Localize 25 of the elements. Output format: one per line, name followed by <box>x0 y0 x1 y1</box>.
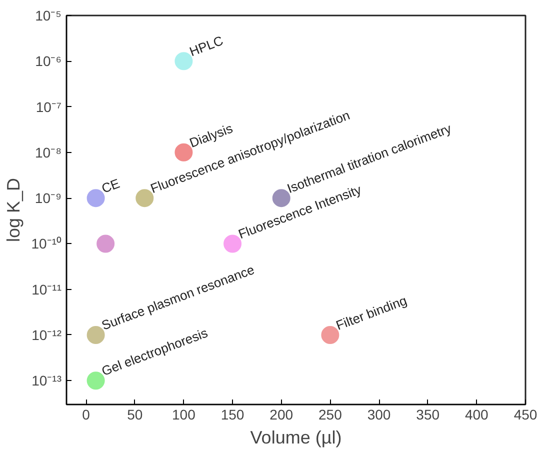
x-tick-label: 100 <box>172 406 196 422</box>
x-tick-label: 400 <box>464 406 489 422</box>
y-tick-label: 10⁻⁵ <box>35 8 62 24</box>
annotation: CE <box>100 176 122 196</box>
y-tick-label: 10⁻⁶ <box>35 53 62 70</box>
x-tick-label: 350 <box>416 406 440 422</box>
x-tick-label: 450 <box>514 406 538 422</box>
x-tick-label: 50 <box>127 406 143 422</box>
y-tick-label: 10⁻⁷ <box>36 98 62 115</box>
y-axis-title: log K_D <box>3 178 24 242</box>
annotation: HPLC <box>187 32 226 60</box>
x-tick-label: 300 <box>367 406 391 422</box>
y-tick-label: 10⁻⁹ <box>34 190 62 206</box>
y-tick-label: 10⁻¹¹ <box>32 281 62 298</box>
x-tick-label: 200 <box>270 406 294 422</box>
x-tick-label: 250 <box>318 406 342 422</box>
y-tick-label: 10⁻⁸ <box>35 144 62 160</box>
x-axis-title: Volume (µl) <box>250 428 342 448</box>
annotation: Filter binding <box>334 292 409 333</box>
x-tick-label: 150 <box>220 406 244 422</box>
x-tick-label: 0 <box>82 406 90 422</box>
y-tick-label: 10⁻¹² <box>32 326 62 343</box>
point <box>96 234 115 253</box>
y-tick-label: 10⁻¹⁰ <box>31 236 62 252</box>
y-tick-label: 10⁻¹³ <box>32 372 62 389</box>
